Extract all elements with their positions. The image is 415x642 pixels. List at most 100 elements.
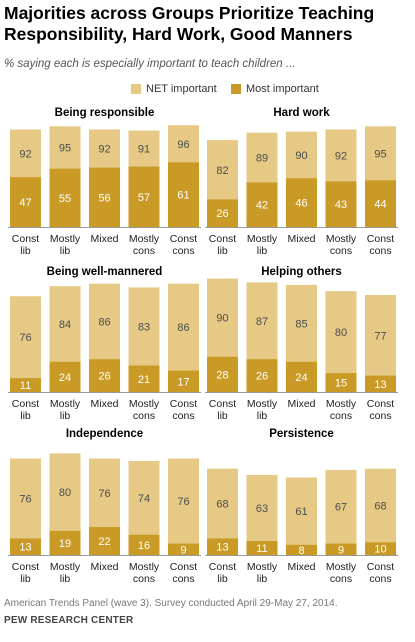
data-label-most-important: 42 — [256, 200, 268, 212]
category-label: lib — [257, 410, 268, 422]
organization-label: PEW RESEARCH CENTER — [4, 615, 134, 626]
category-label: Const — [12, 398, 40, 410]
data-label-net-important: 77 — [374, 330, 386, 342]
data-label-most-important: 19 — [59, 538, 71, 550]
bar-most-important — [89, 167, 120, 227]
data-label-net-important: 86 — [177, 322, 189, 334]
category-label: Mixed — [287, 561, 315, 573]
data-label-most-important: 21 — [138, 374, 150, 386]
data-label-most-important: 16 — [138, 540, 150, 552]
data-label-most-important: 9 — [338, 544, 344, 556]
category-label: cons — [133, 245, 155, 257]
category-label: Mostly — [247, 233, 278, 245]
bar-net-important — [168, 458, 199, 555]
category-label: lib — [60, 410, 71, 422]
category-label: Mostly — [50, 233, 81, 245]
bar-most-important — [10, 378, 41, 392]
category-label: Mostly — [129, 398, 160, 410]
category-label: cons — [330, 245, 352, 257]
data-label-net-important: 91 — [138, 144, 150, 156]
panel-title: Persistence — [269, 428, 334, 440]
data-label-most-important: 26 — [98, 371, 110, 383]
data-label-most-important: 22 — [98, 536, 110, 548]
bar-most-important — [49, 168, 81, 227]
bar-most-important — [168, 370, 199, 392]
bar-most-important — [10, 177, 41, 227]
chart-panel-persistence: Persistence1368Constlib1163Mostlylib861M… — [205, 428, 398, 585]
data-label-most-important: 13 — [216, 542, 228, 554]
data-label-most-important: 8 — [298, 545, 304, 557]
chart-panel-being-responsible: Being responsible4792Constlib5595Mostlyl… — [8, 107, 201, 257]
data-label-net-important: 90 — [216, 313, 228, 325]
bar-most-important — [207, 356, 238, 392]
bar-most-important — [325, 373, 357, 392]
data-label-net-important: 68 — [216, 499, 228, 511]
data-label-net-important: 92 — [98, 144, 110, 156]
bar-most-important — [168, 162, 199, 227]
data-label-net-important: 80 — [335, 327, 347, 339]
data-label-most-important: 24 — [295, 372, 307, 384]
data-label-net-important: 76 — [19, 332, 31, 344]
data-label-net-important: 95 — [59, 143, 71, 155]
data-label-most-important: 13 — [19, 542, 31, 554]
data-label-net-important: 87 — [256, 316, 268, 328]
category-label: Mostly — [247, 561, 278, 573]
data-label-net-important: 85 — [295, 318, 307, 330]
category-label: Mostly — [247, 398, 278, 410]
chart-title: Majorities across Groups Prioritize Teac… — [4, 3, 375, 44]
data-label-net-important: 82 — [216, 165, 228, 177]
panel-title: Helping others — [261, 266, 342, 278]
data-label-most-important: 46 — [295, 198, 307, 210]
legend-item-most-important: Most important — [231, 83, 319, 95]
data-label-most-important: 61 — [177, 190, 189, 202]
bar-most-important — [128, 534, 160, 555]
bar-most-important — [286, 544, 317, 555]
data-label-most-important: 11 — [256, 543, 267, 555]
category-label: cons — [172, 573, 194, 585]
bar-net-important — [365, 468, 396, 555]
data-label-net-important: 76 — [177, 496, 189, 508]
data-label-most-important: 47 — [19, 197, 31, 209]
data-label-net-important: 80 — [59, 487, 71, 499]
category-label: cons — [133, 410, 155, 422]
category-label: Const — [367, 398, 395, 410]
bar-most-important — [10, 538, 41, 555]
panel-title: Being well-mannered — [47, 266, 163, 278]
data-label-net-important: 61 — [295, 506, 307, 518]
data-label-most-important: 56 — [98, 192, 110, 204]
data-label-most-important: 11 — [20, 380, 31, 392]
data-label-net-important: 63 — [256, 503, 268, 515]
legend-item-net-important: NET important — [131, 83, 217, 95]
category-label: Const — [170, 398, 198, 410]
bar-most-important — [246, 541, 278, 555]
category-label: cons — [369, 245, 391, 257]
bar-net-important — [325, 469, 357, 555]
category-label: Mostly — [50, 398, 81, 410]
chart-panel-independence: Independence1376Constlib1980Mostlylib227… — [8, 428, 201, 585]
chart-panel-hard-work: Hard work2682Constlib4289Mostlylib4690Mi… — [205, 107, 398, 257]
category-label: cons — [330, 573, 352, 585]
legend-swatch-net-important — [131, 84, 141, 94]
panel-title: Being responsible — [55, 107, 155, 119]
chart-panel-being-well-mannered: Being well-mannered1176Constlib2484Mostl… — [8, 266, 201, 422]
category-label: cons — [369, 573, 391, 585]
category-label: cons — [330, 410, 352, 422]
legend-label-net-important: NET important — [146, 83, 217, 95]
bar-most-important — [49, 530, 81, 555]
category-label: cons — [172, 245, 194, 257]
data-label-most-important: 13 — [374, 379, 386, 391]
category-label: Const — [12, 561, 40, 573]
data-label-net-important: 89 — [256, 153, 268, 165]
bar-most-important — [207, 199, 238, 227]
bar-most-important — [89, 359, 120, 392]
bar-most-important — [207, 538, 238, 555]
category-label: Mostly — [129, 561, 160, 573]
category-label: Mostly — [129, 233, 160, 245]
data-label-net-important: 83 — [138, 321, 150, 333]
category-label: Mixed — [90, 398, 118, 410]
category-label: cons — [172, 410, 194, 422]
bar-most-important — [89, 527, 120, 555]
data-label-net-important: 96 — [177, 139, 189, 151]
data-label-most-important: 57 — [138, 192, 150, 204]
